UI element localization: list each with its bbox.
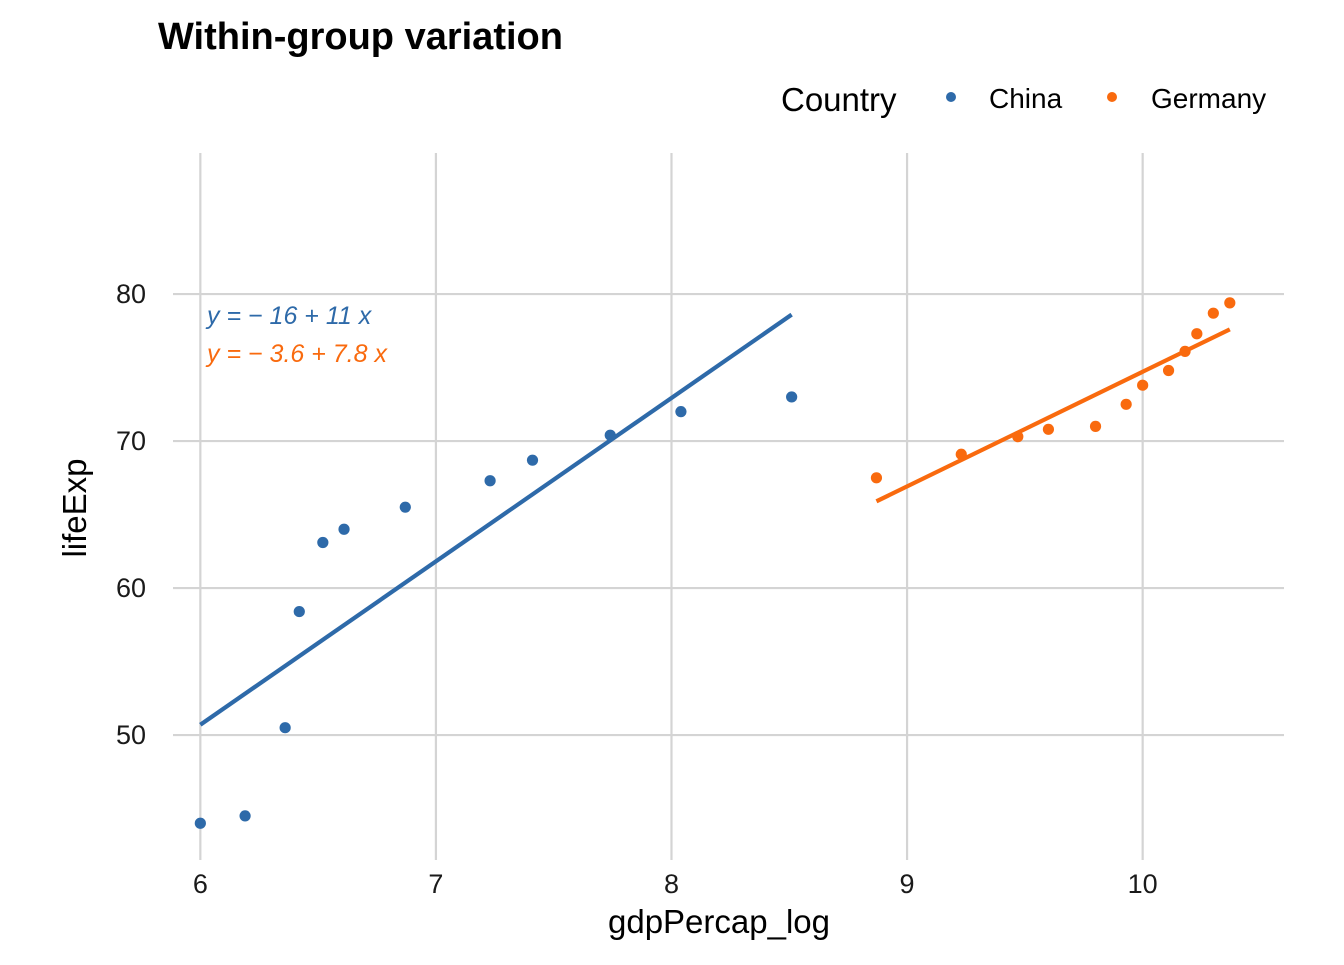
- fit-line-germany: [875, 327, 1231, 504]
- x-tick-label: 9: [900, 869, 915, 899]
- data-point-china: [604, 429, 616, 441]
- y-tick-label: 70: [116, 426, 146, 456]
- equation-china: y = − 16 + 11 x: [205, 302, 373, 330]
- x-axis-title: gdpPercap_log: [608, 903, 830, 940]
- data-point-china: [239, 810, 251, 822]
- tick-labels: 6 7 8 9 10 50 60 70 80: [116, 279, 1158, 899]
- fit-line-china: [199, 312, 793, 727]
- data-point-germany: [1207, 307, 1219, 319]
- data-point-china: [293, 605, 305, 618]
- legend-title: Country: [781, 81, 897, 118]
- data-point-china: [338, 523, 350, 535]
- data-point-germany: [1224, 297, 1236, 309]
- data-point-germany: [1012, 431, 1024, 443]
- legend-marker-germany: [1107, 92, 1117, 102]
- data-point-germany: [1162, 364, 1175, 377]
- x-tick-label: 10: [1128, 869, 1158, 899]
- equation-germany: y = − 3.6 + 7.8 x: [205, 340, 388, 368]
- grid: [173, 153, 1284, 860]
- data-point-germany: [1179, 345, 1191, 357]
- data-point-germany: [1089, 420, 1102, 432]
- data-point-china: [675, 406, 687, 418]
- data-point-china: [317, 536, 329, 549]
- chart-title: Within-group variation: [158, 16, 563, 58]
- y-axis-title: lifeExp: [56, 458, 93, 557]
- x-tick-label: 6: [193, 869, 208, 899]
- data-point-china: [786, 391, 798, 403]
- data-point-germany: [1137, 379, 1149, 391]
- data-point-china: [279, 722, 291, 734]
- y-tick-label: 60: [116, 573, 146, 603]
- data-point-germany: [1042, 423, 1055, 435]
- x-tick-label: 8: [664, 869, 679, 899]
- data-point-china: [194, 817, 206, 829]
- data-point-germany: [955, 448, 967, 460]
- data-point-germany: [1120, 398, 1132, 410]
- data-point-germany: [1191, 328, 1203, 340]
- data-point-china: [484, 475, 496, 487]
- legend: Country China Germany: [781, 81, 1266, 118]
- data-point-china: [399, 501, 411, 513]
- fit-lines: [199, 312, 1231, 727]
- data-point-china: [526, 454, 539, 466]
- legend-label-china: China: [989, 83, 1063, 114]
- x-tick-label: 7: [428, 869, 443, 899]
- y-tick-label: 50: [116, 720, 146, 750]
- y-tick-label: 80: [116, 279, 146, 309]
- legend-marker-china: [946, 92, 956, 102]
- data-point-germany: [870, 472, 883, 484]
- legend-label-germany: Germany: [1151, 83, 1266, 114]
- data-points: [194, 297, 1236, 829]
